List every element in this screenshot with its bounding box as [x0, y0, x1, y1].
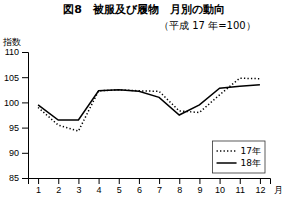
tick-label: 9 — [197, 185, 202, 195]
line — [38, 85, 260, 120]
tick: 95 — [9, 123, 28, 133]
x-axis-label: 月 — [274, 185, 283, 195]
tick: 90 — [9, 148, 28, 158]
legend-swatch — [217, 150, 237, 152]
tick-mark — [99, 178, 100, 184]
title: 図8 被服及び履物 月別の動向 — [63, 3, 225, 16]
tick: 1 — [36, 178, 41, 195]
axis-line — [29, 179, 271, 185]
y-axis-label: 指数 — [2, 37, 21, 47]
tick-label: 100 — [4, 98, 19, 108]
tick-mark — [240, 178, 241, 184]
tick-mark — [58, 178, 59, 184]
tick-mark — [179, 178, 180, 184]
tick: 85 — [9, 173, 28, 183]
legend-label: 18年 — [241, 158, 261, 168]
tick-mark — [22, 178, 28, 179]
tick-mark — [139, 178, 140, 184]
tick-mark — [22, 52, 28, 53]
line — [38, 78, 260, 131]
tick: 10 — [215, 178, 225, 195]
plot: 12345678910111285909510010511017年18年 — [4, 47, 271, 195]
tick-mark — [22, 77, 28, 78]
tick: 110 — [5, 47, 28, 57]
axis-line — [22, 53, 29, 179]
tick: 5 — [117, 178, 122, 195]
tick: 11 — [236, 178, 245, 195]
tick: 100 — [4, 98, 28, 108]
tick-label: 5 — [117, 185, 122, 195]
tick: 3 — [76, 178, 81, 195]
tick-mark — [260, 178, 261, 184]
tick-label: 105 — [4, 73, 19, 83]
tick: 9 — [197, 178, 202, 195]
tick: 105 — [4, 73, 28, 83]
lines — [38, 78, 260, 131]
tick-mark — [22, 153, 28, 154]
y-axis: 85 90 95 100 105 110 — [4, 47, 29, 183]
tick-mark — [78, 178, 79, 184]
tick-label: 1 — [36, 185, 41, 195]
tick-label: 11 — [236, 185, 245, 195]
chart: 図8 被服及び履物 月別の動向（平成 17 年=100）123456789101… — [0, 0, 288, 198]
tick: 6 — [137, 178, 142, 195]
tick-label: 110 — [5, 47, 19, 57]
tick: 4 — [97, 178, 102, 195]
tick-label: 85 — [9, 173, 19, 183]
tick-mark — [220, 178, 221, 184]
tick: 12 — [255, 178, 265, 195]
tick-label: 8 — [177, 185, 182, 195]
tick-label: 4 — [97, 185, 102, 195]
legend-swatch — [217, 162, 237, 164]
legend-label: 17年 — [241, 146, 261, 156]
legend: 17年18年 — [213, 141, 265, 173]
tick-mark — [159, 178, 160, 184]
tick-label: 10 — [215, 185, 225, 195]
x-axis: 123456789101112 — [29, 178, 271, 195]
tick: 8 — [177, 178, 182, 195]
tick: 7 — [157, 178, 162, 195]
tick-label: 7 — [157, 185, 162, 195]
tick-label: 6 — [137, 185, 142, 195]
tick-mark — [22, 128, 28, 129]
tick-label: 90 — [9, 148, 19, 158]
tick: 2 — [56, 178, 61, 195]
legend-frame — [213, 141, 265, 173]
tick-label: 2 — [56, 185, 61, 195]
subtitle: （平成 17 年=100） — [159, 20, 256, 31]
tick-mark — [199, 178, 200, 184]
tick-mark — [22, 102, 28, 103]
tick-mark — [119, 178, 120, 184]
tick-mark — [38, 178, 39, 184]
tick-label: 12 — [255, 185, 265, 195]
tick-label: 3 — [76, 185, 81, 195]
tick-label: 95 — [9, 123, 19, 133]
